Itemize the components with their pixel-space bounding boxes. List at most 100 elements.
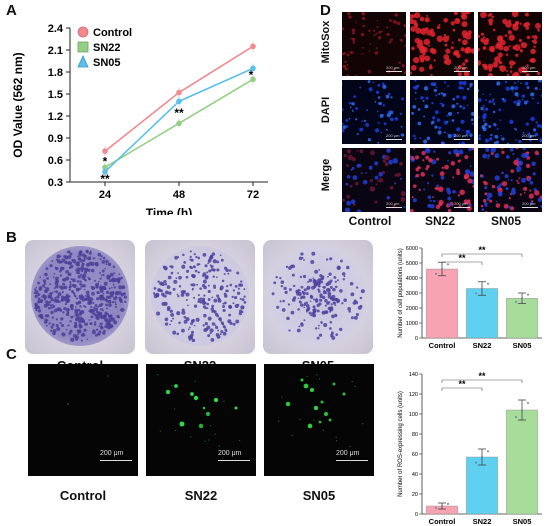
x-axis-label: Time (h) <box>146 206 192 215</box>
colony-dot <box>332 301 337 305</box>
colony-dot <box>103 281 108 286</box>
cell-signal <box>524 153 529 158</box>
cell-signal <box>521 177 527 183</box>
y-tick-label: 20 <box>412 492 418 498</box>
cell-signal <box>539 138 542 143</box>
cell-signal <box>378 36 382 40</box>
cell-signal <box>412 134 416 138</box>
colony-dot <box>338 327 343 332</box>
cell-signal <box>410 26 416 32</box>
colony-dot <box>114 305 118 309</box>
cell-signal <box>480 204 484 208</box>
cell-signal <box>443 81 447 84</box>
ros-spot <box>322 401 324 403</box>
colony-dot <box>280 280 285 284</box>
cell-signal <box>362 46 364 49</box>
cell-signal <box>436 25 441 30</box>
colony-dot <box>282 299 285 303</box>
colony-dot <box>360 296 363 299</box>
replicate-point <box>435 507 437 510</box>
colony-dot <box>298 325 301 328</box>
colony-dot <box>120 287 123 289</box>
ros-label-sn22: SN22 <box>184 488 218 503</box>
colony-dot <box>116 278 121 283</box>
cell-signal <box>534 150 539 156</box>
cell-signal <box>417 39 423 45</box>
scale-label: 200 μm <box>336 450 360 457</box>
colony-dot <box>164 317 169 322</box>
cell-signal <box>386 112 392 118</box>
scale-label: 200 μm <box>100 450 124 457</box>
colony-dot <box>181 264 186 269</box>
colony-dot <box>42 279 47 283</box>
cell-signal <box>411 46 415 51</box>
cell-signal <box>452 133 457 138</box>
colony-dot <box>222 331 227 336</box>
cell-signal <box>505 53 509 56</box>
cell-signal <box>439 171 445 177</box>
colony-dot <box>350 292 355 297</box>
cell-signal <box>361 16 366 21</box>
cell-signal <box>446 114 449 117</box>
cell-signal <box>403 134 405 137</box>
colony-dot <box>223 266 228 270</box>
colony-dot <box>97 305 100 308</box>
cell-signal <box>361 53 363 55</box>
cell-signal <box>488 100 492 104</box>
cell-signal <box>487 157 490 160</box>
colony-dot <box>76 287 79 291</box>
ros-spot <box>285 401 291 407</box>
colony-dot <box>80 333 85 337</box>
cell-signal <box>383 122 387 126</box>
ros-spot <box>213 397 219 403</box>
colony-dot <box>47 306 51 310</box>
colony-dot <box>56 259 61 263</box>
colony-dot <box>288 329 291 332</box>
ros-spot <box>318 420 322 424</box>
colony-dot <box>78 294 82 298</box>
colony-dot <box>108 287 111 290</box>
colony-dot <box>67 255 72 259</box>
cell-signal <box>504 34 508 37</box>
ros-spot <box>159 430 161 432</box>
ros-spot <box>335 440 338 442</box>
cell-signal <box>453 12 458 16</box>
colony-dot <box>87 268 91 272</box>
colony-dot <box>192 265 196 268</box>
colony-dot <box>44 298 46 301</box>
colony-dot <box>329 285 333 289</box>
colony-dot <box>347 306 352 311</box>
colony-dot <box>34 294 38 299</box>
cell-signal <box>450 21 455 26</box>
panel-letter-b: B <box>6 229 17 246</box>
y-tick-label: 1000 <box>406 321 418 327</box>
colony-dot <box>241 306 245 309</box>
cell-signal <box>345 118 349 122</box>
colony-dot <box>161 292 165 297</box>
ros-spot <box>362 423 364 425</box>
cell-signal <box>483 110 485 112</box>
colony-dot <box>297 297 300 300</box>
cell-signal <box>510 169 515 173</box>
colony-dot <box>59 266 64 271</box>
cell-signal <box>516 169 520 173</box>
cell-signal <box>522 131 525 134</box>
colony-dot <box>206 307 209 310</box>
colony-dot <box>70 315 74 319</box>
colony-dot <box>296 292 300 296</box>
colony-dot <box>74 306 77 308</box>
colony-dot <box>59 300 62 303</box>
panel-letter-c: C <box>6 346 17 363</box>
colony-dot <box>342 278 346 281</box>
ros-spot <box>204 440 206 442</box>
colony-dot <box>318 268 321 271</box>
cell-signal <box>410 71 412 75</box>
cell-signal <box>387 111 390 114</box>
colony-dot <box>202 324 205 327</box>
y-tick-label: 0 <box>415 336 418 342</box>
cell-signal <box>536 102 539 105</box>
scale-bar <box>454 207 470 208</box>
cell-signal <box>419 16 425 22</box>
colony-dot <box>37 281 41 285</box>
cell-signal <box>461 13 468 20</box>
